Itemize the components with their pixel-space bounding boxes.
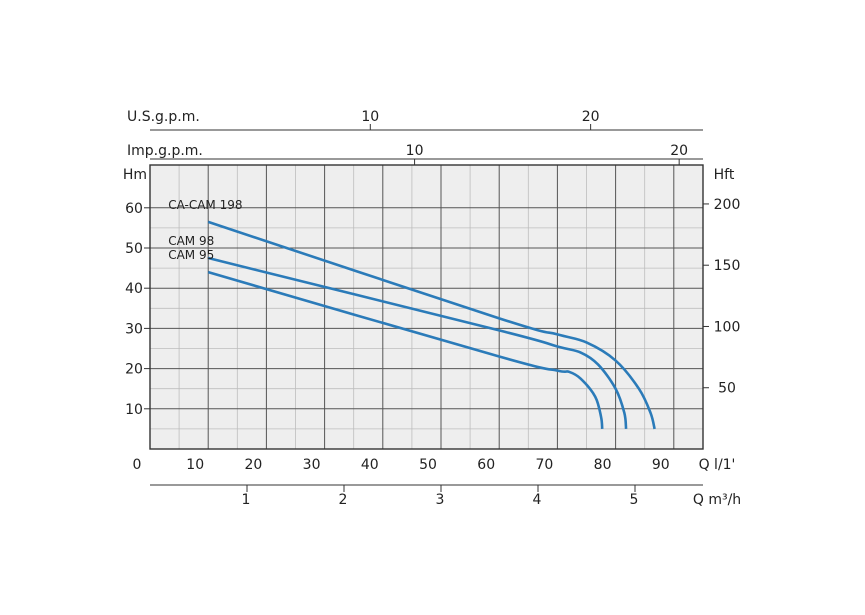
series-curves bbox=[207, 220, 656, 430]
x-tick-label: 10 bbox=[186, 457, 204, 473]
usgpm-axis-label: U.S.g.p.m. bbox=[127, 109, 200, 125]
plot-area bbox=[150, 165, 703, 449]
x-tick-label: 40 bbox=[361, 457, 379, 473]
plot-background bbox=[150, 165, 703, 449]
y-right-tick-label: 50 bbox=[718, 381, 736, 397]
x-tick-label: 70 bbox=[535, 457, 553, 473]
y-left-tick-label: 10 bbox=[125, 402, 143, 418]
y-left-tick-label: 50 bbox=[125, 241, 143, 257]
series-label-2: CAM 95 bbox=[168, 248, 214, 262]
axes bbox=[144, 124, 709, 492]
series-label-0: CA-CAM 198 bbox=[168, 198, 242, 212]
x2-tick-label: 4 bbox=[533, 492, 542, 508]
series-line-0 bbox=[207, 220, 656, 430]
impgpm-tick-label: 10 bbox=[406, 143, 424, 159]
x-tick-label: 20 bbox=[244, 457, 262, 473]
x-tick-label: 30 bbox=[303, 457, 321, 473]
x2-axis-label: Q m³/h bbox=[693, 492, 741, 508]
axis-labels: Hm 10 20 30 40 50 60 Hft 50 100 150 200 0 10 20 30 40 50 6… bbox=[123, 109, 741, 508]
y-left-tick-label: 20 bbox=[125, 362, 143, 378]
x-tick-label: 60 bbox=[477, 457, 495, 473]
x-tick-label: 90 bbox=[652, 457, 670, 473]
plot-frame bbox=[149, 164, 704, 450]
y-left-tick-label: 60 bbox=[125, 201, 143, 217]
y-right-tick-label: 150 bbox=[714, 258, 741, 274]
y-right-tick-label: 100 bbox=[714, 319, 741, 335]
x2-tick-label: 3 bbox=[436, 492, 445, 508]
series-line-1 bbox=[207, 256, 628, 430]
y-right-tick-label: 200 bbox=[714, 197, 741, 213]
x2-tick-label: 2 bbox=[339, 492, 348, 508]
x2-tick-label: 1 bbox=[242, 492, 251, 508]
y-right-axis-label: Hft bbox=[714, 167, 735, 183]
x-tick-label: 0 bbox=[133, 457, 142, 473]
series-line-2 bbox=[207, 270, 604, 430]
y-left-axis-label: Hm bbox=[123, 167, 147, 183]
x-tick-label: 50 bbox=[419, 457, 437, 473]
usgpm-tick-label: 10 bbox=[361, 109, 379, 125]
x-axis-label: Q l/1' bbox=[699, 457, 736, 473]
x-tick-label: 80 bbox=[594, 457, 612, 473]
y-left-tick-label: 40 bbox=[125, 281, 143, 297]
y-left-tick-label: 30 bbox=[125, 321, 143, 337]
usgpm-tick-label: 20 bbox=[582, 109, 600, 125]
x2-tick-label: 5 bbox=[630, 492, 639, 508]
impgpm-tick-label: 20 bbox=[670, 143, 688, 159]
series-label-1: CAM 98 bbox=[168, 234, 214, 248]
impgpm-axis-label: Imp.g.p.m. bbox=[127, 143, 203, 159]
